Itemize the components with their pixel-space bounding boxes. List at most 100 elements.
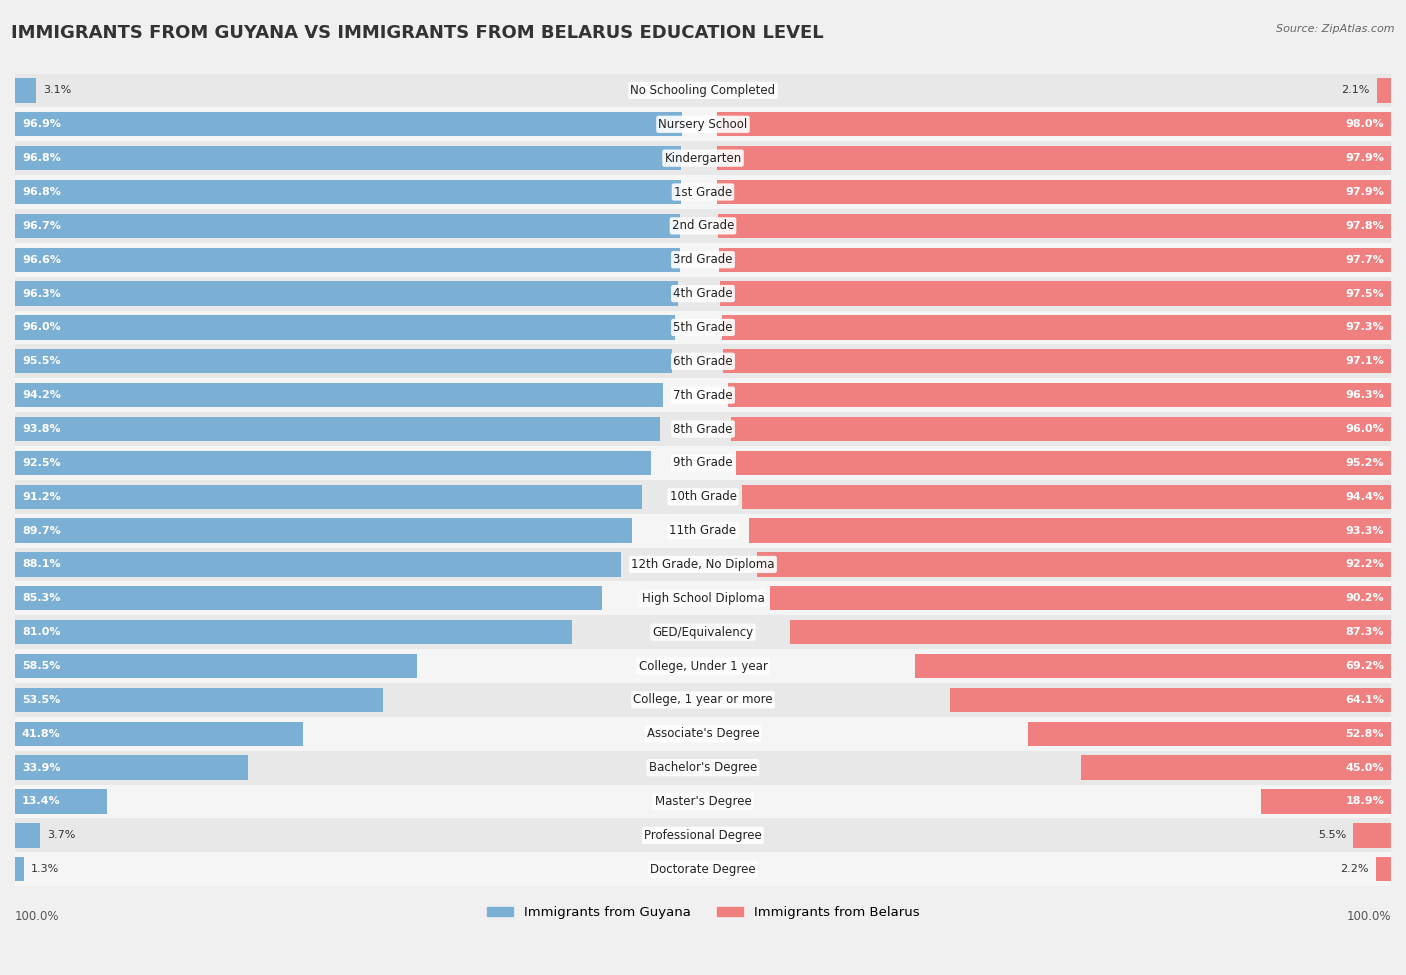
Bar: [15, 349, 672, 373]
Bar: [15, 315, 675, 339]
Text: 100.0%: 100.0%: [15, 910, 59, 922]
Text: IMMIGRANTS FROM GUYANA VS IMMIGRANTS FROM BELARUS EDUCATION LEVEL: IMMIGRANTS FROM GUYANA VS IMMIGRANTS FRO…: [11, 24, 824, 42]
Text: 4th Grade: 4th Grade: [673, 287, 733, 300]
Text: 53.5%: 53.5%: [22, 695, 60, 705]
Bar: [770, 586, 1391, 610]
Text: 18.9%: 18.9%: [1346, 797, 1384, 806]
Text: 5th Grade: 5th Grade: [673, 321, 733, 334]
Text: 1.3%: 1.3%: [31, 864, 59, 875]
Bar: [15, 548, 1391, 581]
Text: 92.2%: 92.2%: [1346, 560, 1384, 569]
Text: 96.0%: 96.0%: [22, 323, 60, 332]
Bar: [15, 751, 1391, 785]
Text: 97.8%: 97.8%: [1346, 221, 1384, 231]
Text: High School Diploma: High School Diploma: [641, 592, 765, 604]
Text: Kindergarten: Kindergarten: [665, 152, 741, 165]
Text: 1st Grade: 1st Grade: [673, 185, 733, 199]
Bar: [15, 682, 1391, 717]
Text: College, 1 year or more: College, 1 year or more: [633, 693, 773, 706]
Bar: [1376, 857, 1391, 881]
Bar: [15, 649, 1391, 682]
Bar: [15, 552, 621, 576]
Text: 96.8%: 96.8%: [22, 187, 60, 197]
Bar: [1353, 823, 1391, 847]
Text: 95.2%: 95.2%: [1346, 458, 1384, 468]
Text: 8th Grade: 8th Grade: [673, 422, 733, 436]
Bar: [915, 654, 1391, 679]
Text: 85.3%: 85.3%: [22, 594, 60, 604]
Text: 5.5%: 5.5%: [1317, 831, 1347, 840]
Text: 93.3%: 93.3%: [1346, 526, 1384, 535]
Text: 97.3%: 97.3%: [1346, 323, 1384, 332]
Legend: Immigrants from Guyana, Immigrants from Belarus: Immigrants from Guyana, Immigrants from …: [481, 901, 925, 924]
Text: 96.7%: 96.7%: [22, 221, 60, 231]
Bar: [15, 785, 1391, 818]
Bar: [15, 654, 418, 679]
Text: 9th Grade: 9th Grade: [673, 456, 733, 469]
Bar: [15, 78, 37, 102]
Bar: [1376, 78, 1391, 102]
Bar: [731, 417, 1391, 442]
Bar: [15, 857, 24, 881]
Bar: [15, 687, 382, 712]
Bar: [717, 146, 1391, 171]
Bar: [728, 383, 1391, 408]
Text: 96.3%: 96.3%: [1346, 390, 1384, 400]
Text: GED/Equivalency: GED/Equivalency: [652, 626, 754, 639]
Text: 93.8%: 93.8%: [22, 424, 60, 434]
Bar: [15, 480, 1391, 514]
Text: 2.1%: 2.1%: [1341, 86, 1369, 96]
Text: Source: ZipAtlas.com: Source: ZipAtlas.com: [1277, 24, 1395, 34]
Text: 2.2%: 2.2%: [1340, 864, 1369, 875]
Text: 97.1%: 97.1%: [1346, 356, 1384, 367]
Text: 3.1%: 3.1%: [44, 86, 72, 96]
Bar: [790, 620, 1391, 644]
Text: Associate's Degree: Associate's Degree: [647, 727, 759, 740]
Bar: [720, 282, 1391, 306]
Text: 88.1%: 88.1%: [22, 560, 60, 569]
Text: Nursery School: Nursery School: [658, 118, 748, 131]
Text: Master's Degree: Master's Degree: [655, 795, 751, 808]
Bar: [1081, 756, 1391, 780]
Bar: [717, 179, 1391, 204]
Bar: [15, 282, 678, 306]
Bar: [15, 519, 633, 543]
Bar: [15, 176, 1391, 209]
Text: 69.2%: 69.2%: [1346, 661, 1384, 671]
Text: 41.8%: 41.8%: [22, 728, 60, 739]
Text: 94.4%: 94.4%: [1346, 491, 1384, 502]
Text: 58.5%: 58.5%: [22, 661, 60, 671]
Text: 87.3%: 87.3%: [1346, 627, 1384, 638]
Bar: [735, 450, 1391, 475]
Bar: [15, 790, 107, 814]
Bar: [15, 717, 1391, 751]
Text: No Schooling Completed: No Schooling Completed: [630, 84, 776, 97]
Bar: [1028, 722, 1391, 746]
Text: 45.0%: 45.0%: [1346, 762, 1384, 772]
Text: 96.9%: 96.9%: [22, 119, 60, 130]
Bar: [15, 378, 1391, 412]
Bar: [15, 310, 1391, 344]
Bar: [15, 344, 1391, 378]
Text: 97.9%: 97.9%: [1346, 187, 1384, 197]
Bar: [950, 687, 1391, 712]
Text: 13.4%: 13.4%: [22, 797, 60, 806]
Bar: [15, 107, 1391, 141]
Bar: [15, 417, 661, 442]
Bar: [15, 141, 1391, 176]
Bar: [721, 315, 1391, 339]
Text: 52.8%: 52.8%: [1346, 728, 1384, 739]
Text: 3rd Grade: 3rd Grade: [673, 254, 733, 266]
Bar: [15, 722, 302, 746]
Text: 10th Grade: 10th Grade: [669, 490, 737, 503]
Text: 96.6%: 96.6%: [22, 254, 60, 265]
Bar: [15, 209, 1391, 243]
Bar: [15, 383, 664, 408]
Bar: [15, 818, 1391, 852]
Text: 81.0%: 81.0%: [22, 627, 60, 638]
Bar: [15, 586, 602, 610]
Text: 89.7%: 89.7%: [22, 526, 60, 535]
Text: 3.7%: 3.7%: [48, 831, 76, 840]
Bar: [15, 214, 681, 238]
Text: 97.7%: 97.7%: [1346, 254, 1384, 265]
